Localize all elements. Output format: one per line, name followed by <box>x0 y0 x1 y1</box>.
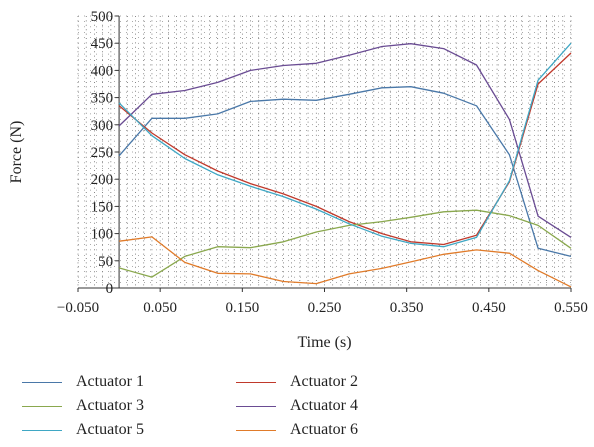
series-line-actuator-4 <box>118 43 572 238</box>
legend-label: Actuator 4 <box>290 397 358 414</box>
x-tick-label: 0.150 <box>225 300 259 316</box>
tick-labels: 0 50 100 150 200 250 300 350 400 450 500 −0.050 0.05… <box>57 9 588 316</box>
legend-swatch <box>22 381 62 383</box>
line-chart: 0 50 100 150 200 250 300 350 400 450 500 −0.050 0.05… <box>8 9 588 351</box>
y-tick-label: 500 <box>91 9 114 25</box>
legend-item-actuator-4: Actuator 4 <box>236 395 358 417</box>
x-tick-label: 0.250 <box>308 300 342 316</box>
x-axis-label: Time (s) <box>297 334 351 351</box>
x-tick-label: 0.450 <box>472 300 506 316</box>
series-line-actuator-2 <box>118 52 572 246</box>
legend: Actuator 1 Actuator 2 Actuator 3 Actuato… <box>22 371 442 443</box>
grid <box>77 15 572 289</box>
legend-swatch <box>236 381 276 383</box>
legend-item-actuator-3: Actuator 3 <box>22 395 144 417</box>
legend-label: Actuator 3 <box>76 397 144 414</box>
axes <box>77 15 572 292</box>
legend-item-actuator-2: Actuator 2 <box>236 371 358 393</box>
y-tick-label: 0 <box>106 281 114 297</box>
series-line-actuator-1 <box>118 86 572 258</box>
y-tick-label: 100 <box>91 227 114 243</box>
series-line-actuator-3 <box>118 209 572 278</box>
x-tick-label: 0.050 <box>143 300 177 316</box>
legend-label: Actuator 5 <box>76 421 144 438</box>
x-tick-label: −0.050 <box>57 300 99 316</box>
series-line-actuator-5 <box>118 42 572 248</box>
y-tick-label: 300 <box>91 118 114 134</box>
y-tick-label: 250 <box>91 145 114 161</box>
legend-item-actuator-1: Actuator 1 <box>22 371 144 393</box>
y-tick-label: 50 <box>98 254 113 270</box>
legend-item-actuator-6: Actuator 6 <box>236 419 358 441</box>
y-axis-label: Force (N) <box>8 121 25 184</box>
y-tick-label: 400 <box>91 63 114 79</box>
y-tick-label: 200 <box>91 172 114 188</box>
x-tick-label: 0.550 <box>554 300 588 316</box>
legend-swatch <box>22 405 62 407</box>
series-line-actuator-6 <box>119 236 572 288</box>
legend-item-actuator-5: Actuator 5 <box>22 419 144 441</box>
y-tick-label: 150 <box>91 199 114 215</box>
legend-swatch <box>236 429 276 431</box>
series-lines <box>118 42 572 288</box>
legend-label: Actuator 1 <box>76 373 144 390</box>
legend-swatch <box>22 429 62 431</box>
legend-swatch <box>236 405 276 407</box>
x-tick-label: 0.350 <box>390 300 424 316</box>
legend-label: Actuator 2 <box>290 373 358 390</box>
y-tick-label: 450 <box>91 36 114 52</box>
y-tick-label: 350 <box>91 91 114 107</box>
legend-label: Actuator 6 <box>290 421 358 438</box>
